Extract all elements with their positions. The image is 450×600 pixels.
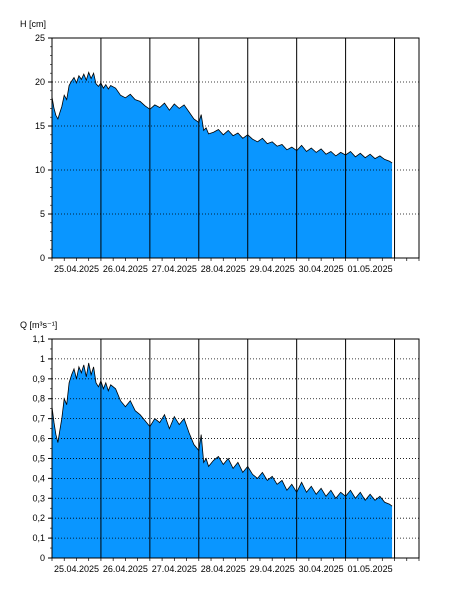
x-tick-label: 28.04.2025 [201, 564, 246, 574]
y-tick-label: 0,7 [32, 414, 45, 424]
y-tick-label: 15 [35, 121, 45, 131]
x-tick-label: 29.04.2025 [250, 564, 295, 574]
y-tick-label: 0 [40, 553, 45, 563]
y-tick-label: 1,1 [32, 334, 45, 344]
series-line [51, 71, 393, 164]
series-area [52, 362, 393, 558]
discharge-chart: Q [m³s⁻¹] 0 0,1 0,2 0,3 0,4 0,5 0,6 0,7 0,8 0,9 1 1,… [20, 320, 420, 574]
x-tick-label: 01.05.2025 [348, 264, 393, 274]
plot-frame [51, 338, 420, 559]
y-axis-title: Q [m³s⁻¹] [20, 320, 57, 330]
y-tick-label: 5 [40, 209, 45, 219]
y-tick-label: 0,9 [32, 374, 45, 384]
x-tick-label: 27.04.2025 [152, 264, 197, 274]
x-tick-label: 25.04.2025 [54, 564, 99, 574]
y-tick-label: 10 [35, 165, 45, 175]
y-tick-label: 0,4 [32, 473, 45, 483]
x-tick-label: 26.04.2025 [103, 564, 148, 574]
y-tick-label: 0,2 [32, 513, 45, 523]
series-line [51, 362, 393, 507]
y-tick-label: 0,6 [32, 434, 45, 444]
plot-frame [51, 37, 420, 259]
x-tick-label: 29.04.2025 [250, 264, 295, 274]
water-level-chart: H [cm] 0 5 10 15 20 25 25.04.2025 26.04.2025 27.0… [20, 19, 420, 274]
y-tick-label: 0 [40, 253, 45, 263]
y-tick-label: 25 [35, 33, 45, 43]
x-tick-label: 25.04.2025 [54, 264, 99, 274]
x-tick-label: 01.05.2025 [348, 564, 393, 574]
series-area [52, 72, 393, 258]
x-tick-label: 28.04.2025 [201, 264, 246, 274]
y-tick-label: 0,5 [32, 453, 45, 463]
x-tick-label: 30.04.2025 [299, 264, 344, 274]
y-tick-label: 20 [35, 77, 45, 87]
y-axis-title: H [cm] [20, 19, 46, 29]
x-tick-label: 27.04.2025 [152, 564, 197, 574]
x-tick-label: 26.04.2025 [103, 264, 148, 274]
y-tick-label: 0,3 [32, 493, 45, 503]
x-tick-label: 30.04.2025 [299, 564, 344, 574]
y-tick-label: 0,1 [32, 533, 45, 543]
y-tick-label: 0,8 [32, 394, 45, 404]
y-tick-label: 1 [40, 354, 45, 364]
